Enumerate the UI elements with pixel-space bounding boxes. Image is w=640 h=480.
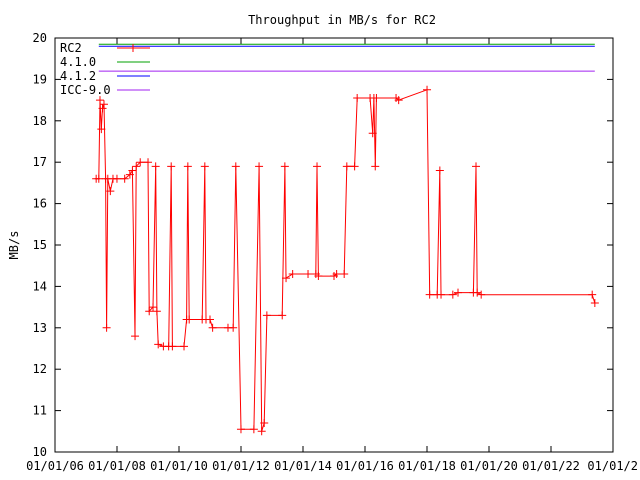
data-point [260, 419, 269, 428]
data-point [208, 323, 217, 332]
x-tick-label: 01/01/22 [522, 459, 580, 473]
legend-label: RC2 [60, 41, 82, 55]
y-tick-label: 12 [33, 362, 47, 376]
data-point [167, 162, 176, 171]
data-point [128, 166, 137, 175]
data-point [168, 342, 177, 351]
data-point [205, 315, 214, 324]
y-tick-label: 17 [33, 155, 47, 169]
data-point [106, 187, 115, 196]
data-point [590, 298, 599, 307]
data-point [372, 94, 381, 103]
data-point [454, 288, 463, 297]
x-tick-label: 01/01/08 [88, 459, 146, 473]
data-point [588, 290, 597, 299]
legend-label: 4.1.0 [60, 55, 96, 69]
series-RC2 [92, 85, 599, 436]
data-point [99, 100, 108, 109]
y-tick-label: 14 [33, 279, 47, 293]
data-point [255, 162, 264, 171]
y-tick-label: 15 [33, 238, 47, 252]
data-point [183, 162, 192, 171]
y-tick-label: 20 [33, 31, 47, 45]
data-point [231, 162, 240, 171]
y-tick-label: 16 [33, 197, 47, 211]
y-tick-label: 13 [33, 321, 47, 335]
data-point [353, 94, 362, 103]
data-point [136, 158, 145, 167]
data-point [350, 162, 359, 171]
x-tick-label: 01/01/06 [26, 459, 84, 473]
data-point [280, 162, 289, 171]
data-point [154, 340, 163, 349]
data-point [278, 311, 287, 320]
data-point [262, 311, 271, 320]
data-point [149, 303, 158, 312]
data-point [472, 162, 481, 171]
data-point [368, 129, 377, 138]
y-axis-label: MB/s [7, 231, 21, 260]
x-tick-label: 01/01/14 [274, 459, 332, 473]
data-point [288, 269, 297, 278]
data-point [437, 290, 446, 299]
axis-ticks: 10 11 12 13 14 15 16 17 18 19 20 01/01/06 01/01/08 01… [26, 31, 638, 473]
data-point [313, 162, 322, 171]
x-tick-label: 01/01/2 [587, 459, 638, 473]
plot-frame [54, 37, 614, 453]
y-tick-label: 18 [33, 114, 47, 128]
data-point [98, 104, 107, 113]
data-point [342, 162, 351, 171]
x-tick-label: 01/01/10 [150, 459, 208, 473]
chart-title: Throughput in MB/s for RC2 [248, 13, 436, 27]
data-point [120, 174, 129, 183]
data-point [477, 290, 486, 299]
data-point [152, 307, 161, 316]
data-point [229, 323, 238, 332]
x-tick-label: 01/01/12 [212, 459, 270, 473]
data-point [236, 425, 245, 434]
data-point [371, 162, 380, 171]
data-point [425, 290, 434, 299]
data-point [132, 162, 141, 171]
data-point [145, 307, 154, 316]
data-point [435, 166, 444, 175]
data-point [473, 288, 482, 297]
data-point [151, 162, 160, 171]
data-point [180, 342, 189, 351]
series-line [96, 89, 596, 432]
data-point [394, 96, 403, 105]
series-layer [92, 43, 599, 436]
data-point [257, 427, 266, 436]
data-point [125, 170, 134, 179]
data-point [314, 272, 323, 281]
legend-marker [129, 44, 137, 52]
data-point [304, 269, 313, 278]
x-tick-label: 01/01/18 [398, 459, 456, 473]
legend-label: ICC-9.0 [60, 83, 111, 97]
data-point [185, 315, 194, 324]
data-point [144, 158, 153, 167]
data-point [340, 269, 349, 278]
legend-label: 4.1.2 [60, 69, 96, 83]
data-point [112, 174, 121, 183]
data-point [97, 125, 106, 134]
data-point [249, 425, 258, 434]
data-point [95, 96, 104, 105]
y-tick-label: 10 [33, 445, 47, 459]
data-point [282, 274, 291, 283]
data-point [332, 269, 341, 278]
data-point [94, 174, 103, 183]
x-tick-label: 01/01/20 [460, 459, 518, 473]
data-point [131, 332, 140, 341]
x-tick-label: 01/01/16 [336, 459, 394, 473]
data-point [423, 85, 432, 94]
data-point [448, 290, 457, 299]
y-tick-label: 19 [33, 72, 47, 86]
data-point [102, 323, 111, 332]
y-tick-label: 11 [33, 404, 47, 418]
data-point [200, 162, 209, 171]
